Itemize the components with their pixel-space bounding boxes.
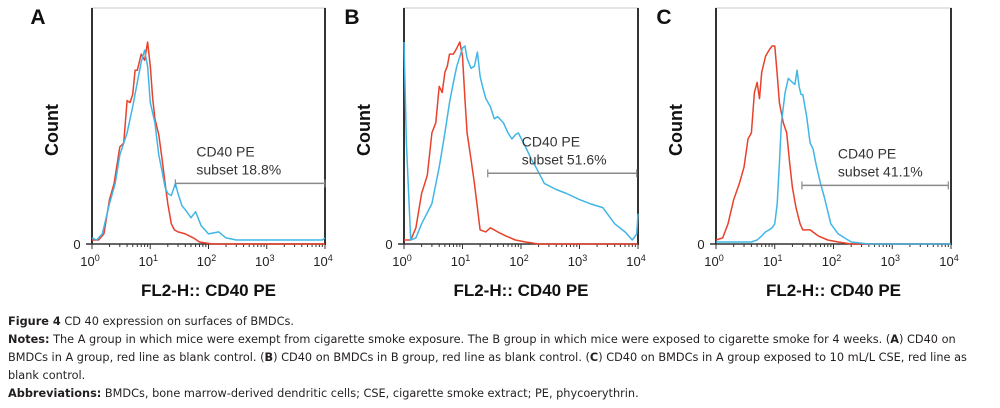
figure-caption: Figure 4 CD 40 expression on surfaces of…	[8, 313, 993, 403]
x-axis-label: FL2-H:: CD40 PE	[141, 281, 276, 300]
notes-panel-ref-b: B	[264, 351, 274, 364]
gate-label-line1: CD40 PE	[838, 145, 896, 161]
x-tick-label: 101	[139, 253, 158, 269]
x-tick-label: 103	[881, 253, 900, 269]
series-blank-control	[404, 41, 638, 245]
notes-text: The A group in which mice were exempt fr…	[49, 333, 891, 346]
x-tick-label: 104	[939, 253, 958, 269]
y-axis-label: Count	[666, 104, 686, 156]
series-cd40-pe	[716, 69, 951, 245]
series-cd40-pe	[403, 41, 639, 241]
x-axis-label: FL2-H:: CD40 PE	[766, 281, 901, 300]
x-tick-label: 102	[822, 253, 841, 269]
abbreviations-text: BMDCs, bone marrow-derived dendritic cel…	[101, 387, 639, 400]
y-axis-label: Count	[42, 104, 62, 156]
y-tick-label: 0	[385, 237, 392, 252]
notes-text: ) CD40 on BMDCs in A group exposed to 10…	[8, 351, 967, 382]
panel-letter: C	[656, 6, 671, 29]
notes-panel-ref-c: C	[589, 351, 599, 364]
figure-title: CD 40 expression on surfaces of BMDCs.	[60, 315, 294, 328]
x-tick-label: 103	[255, 253, 274, 269]
series-blank-control	[715, 45, 951, 245]
x-tick-label: 104	[313, 253, 332, 269]
gate-label-line1: CD40 PE	[522, 133, 580, 149]
y-tick-label: 0	[697, 237, 704, 252]
panel-letter: A	[30, 6, 45, 29]
series-cd40-pe	[91, 49, 326, 241]
x-tick-label: 101	[451, 253, 470, 269]
y-tick-label: 0	[73, 237, 80, 252]
series-blank-control	[92, 41, 325, 245]
gate-label-line2: subset 18.8%	[196, 161, 281, 177]
gate-label-line1: CD40 PE	[196, 143, 254, 159]
notes-panel-ref-a: A	[890, 333, 900, 346]
x-tick-label: 100	[392, 253, 411, 269]
caption-abbreviations: Abbreviations: BMDCs, bone marrow-derive…	[8, 385, 993, 403]
notes-text: ) CD40 on BMDCs in A group, red line as …	[8, 333, 956, 364]
x-tick-label: 102	[509, 253, 528, 269]
x-tick-label: 103	[568, 253, 587, 269]
gate-label-line2: subset 51.6%	[522, 151, 607, 167]
gate-label-line2: subset 41.1%	[838, 163, 923, 179]
x-tick-label: 100	[704, 253, 723, 269]
y-axis-label: Count	[354, 104, 374, 156]
caption-notes: Notes: The A group in which mice were ex…	[8, 331, 993, 385]
caption-title-line: Figure 4 CD 40 expression on surfaces of…	[8, 313, 993, 331]
x-tick-label: 100	[80, 253, 99, 269]
x-tick-label: 104	[626, 253, 645, 269]
abbreviations-label: Abbreviations:	[8, 387, 102, 400]
x-axis-label: FL2-H:: CD40 PE	[453, 281, 588, 300]
figure-label: Figure 4	[8, 315, 61, 328]
x-tick-label: 101	[763, 253, 782, 269]
panel-letter: B	[344, 6, 359, 29]
notes-text: ) CD40 on BMDCs in B group, red line as …	[273, 351, 590, 364]
plot-frame	[91, 7, 326, 245]
x-tick-label: 102	[197, 253, 216, 269]
notes-label: Notes:	[8, 333, 50, 346]
